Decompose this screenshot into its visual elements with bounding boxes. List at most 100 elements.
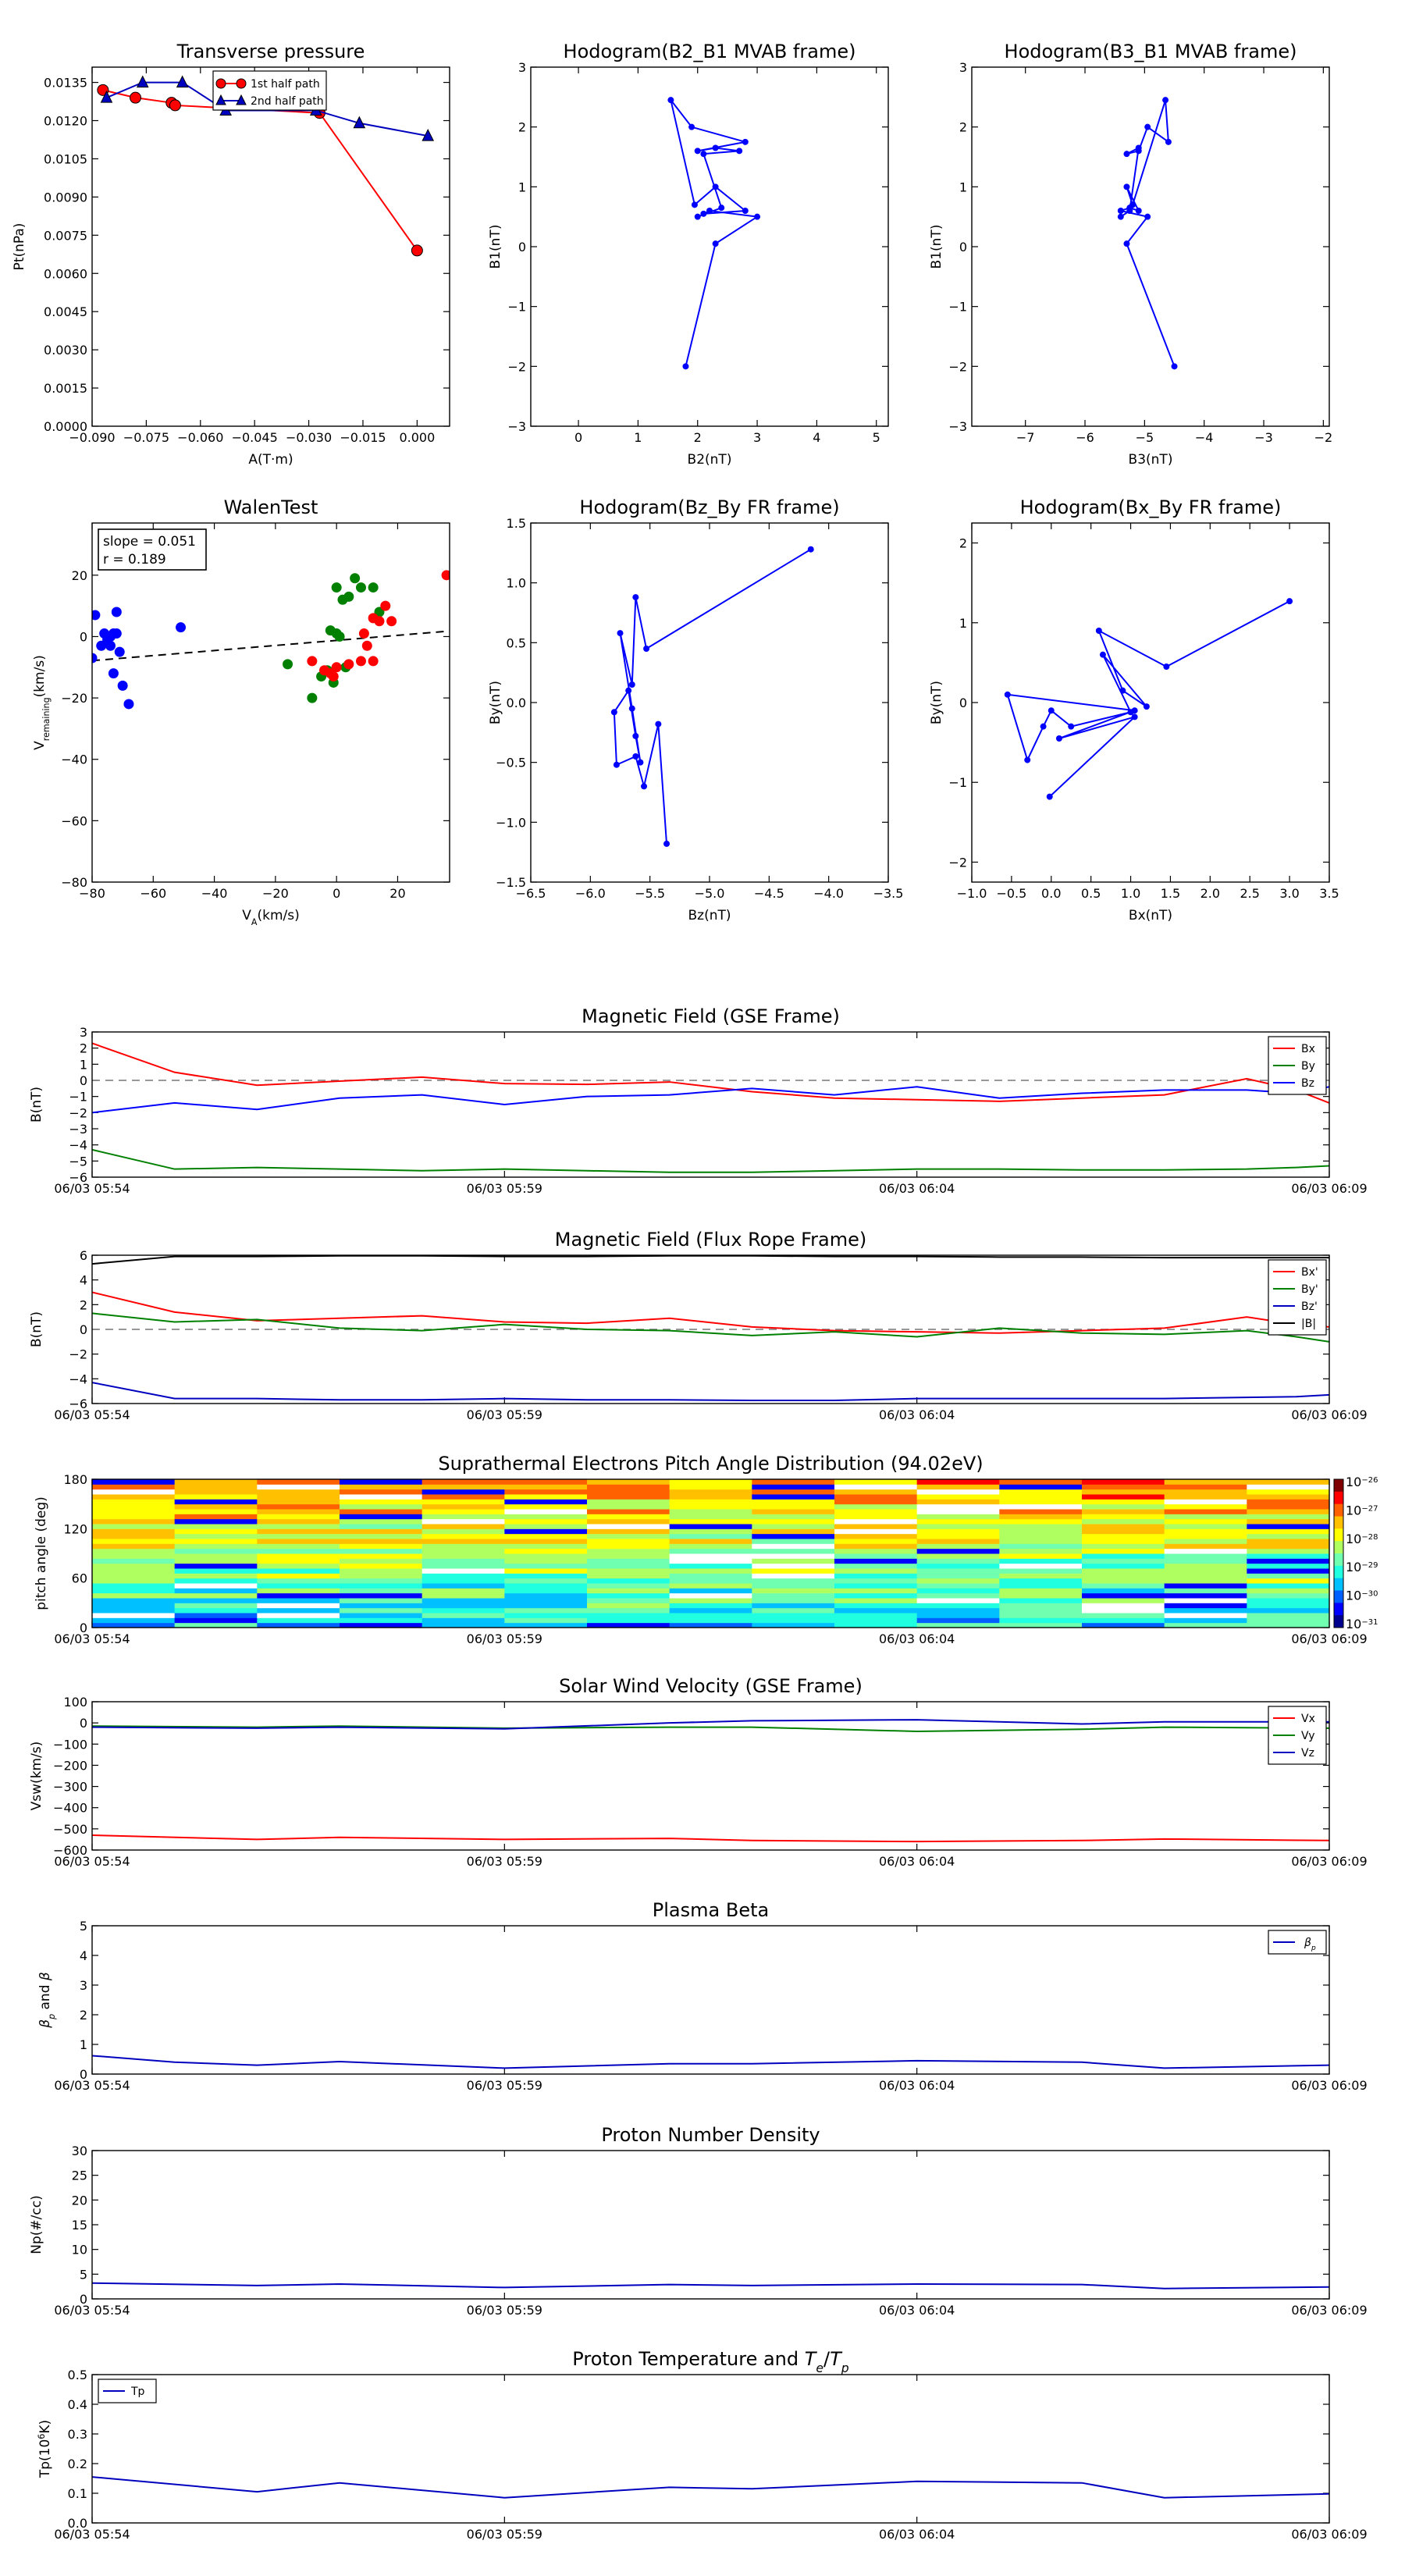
x-tick-label: 1.0 <box>1121 886 1140 901</box>
heatmap-cell <box>916 1548 1000 1554</box>
colorbar-segment <box>1334 1553 1343 1567</box>
colorbar: 10−26 10−27 10−28 10−29 10−30 10−31 <box>1333 1475 1378 1631</box>
y-tick-label: 0.0075 <box>44 228 87 243</box>
annotation-box <box>98 528 207 571</box>
heatmap-cell <box>834 1573 918 1579</box>
heatmap-cell <box>174 1598 258 1603</box>
heatmap-cell <box>1247 1548 1330 1554</box>
heatmap-cell <box>257 1509 340 1514</box>
data-point <box>358 628 369 639</box>
heatmap-cell <box>999 1548 1083 1554</box>
heatmap-cell <box>669 1528 752 1535</box>
x-axis-label: VA(km/s) <box>242 908 299 927</box>
heatmap-cell <box>174 1548 258 1554</box>
heatmap-cell <box>669 1518 752 1525</box>
axes-frame <box>530 66 889 427</box>
heatmap-cell <box>1247 1503 1330 1510</box>
legend-label: Tp <box>130 2386 145 2398</box>
y-tick-label: −1 <box>948 300 967 315</box>
heatmap-cell <box>669 1543 752 1550</box>
data-point <box>361 640 372 651</box>
legend-label: βp <box>1304 1937 1316 1952</box>
heatmap-cell <box>834 1563 918 1569</box>
heatmap-cell <box>587 1583 670 1589</box>
heatmap-cell <box>422 1588 505 1594</box>
data-point <box>1131 713 1138 720</box>
y-tick-label: 0 <box>80 1322 87 1337</box>
heatmap-cell <box>916 1479 1000 1485</box>
colorbar-segment <box>1334 1528 1343 1542</box>
y-tick-label: 1 <box>80 1057 87 1072</box>
legend: Vx Vy Vz <box>1268 1706 1327 1765</box>
colorbar-segment <box>1334 1578 1343 1591</box>
heatmap-cell <box>340 1617 423 1624</box>
x-tick-label: −3 <box>1254 430 1273 445</box>
data-point <box>617 630 624 637</box>
x-tick-label: −0.5 <box>996 886 1026 901</box>
data-point <box>108 668 119 679</box>
colorbar-label: 10−30 <box>1346 1589 1378 1603</box>
heatmap-cell <box>834 1479 918 1485</box>
heatmap-cell <box>1247 1573 1330 1579</box>
data-point <box>742 138 749 145</box>
y-tick-label: 2 <box>959 536 967 551</box>
slope-label: slope = 0.051 <box>103 534 196 550</box>
colorbar-label: 10−28 <box>1346 1532 1378 1546</box>
heatmap-cell <box>669 1622 752 1628</box>
heatmap-cell <box>752 1524 835 1529</box>
panel-tp2: 0.0 0.1 0.2 0.3 0.4 0.5 06/03 05:54 06/03 05:59… <box>37 2348 1368 2542</box>
heatmap-cell <box>1082 1509 1165 1514</box>
heatmap-cell <box>174 1494 258 1500</box>
heatmap-cell <box>999 1573 1083 1579</box>
heatmap-cell <box>834 1539 918 1544</box>
heatmap-cell <box>257 1494 340 1500</box>
axes-frame <box>971 66 1330 427</box>
heatmap-cell <box>669 1514 752 1520</box>
heatmap-cell <box>340 1518 423 1525</box>
x-tick-label: 0.0 <box>1041 886 1061 901</box>
heatmap-cell <box>916 1568 1000 1574</box>
heatmap-cell <box>340 1479 423 1485</box>
x-tick-label: −0.060 <box>177 430 223 445</box>
heatmap-cell <box>752 1622 835 1628</box>
colorbar-label: 10−26 <box>1346 1475 1378 1489</box>
y-tick-label: 1 <box>959 616 967 631</box>
data-point <box>100 91 113 103</box>
series-Vy-line <box>92 1725 1329 1733</box>
heatmap-cell <box>92 1514 176 1520</box>
panel-h2: Hodogram(B3_B1 MVAB frame) −3 −2 −1 0 1 2 3 −7 −6… <box>929 41 1332 468</box>
heatmap-cell <box>422 1489 505 1495</box>
heatmap-cell <box>834 1583 918 1589</box>
data-point <box>1055 735 1062 742</box>
heatmap-cell <box>340 1607 423 1614</box>
heatmap-cell <box>1082 1539 1165 1544</box>
x-tick-label: −0.045 <box>232 430 278 445</box>
y-tick-label: 0 <box>80 1716 87 1731</box>
heatmap-cell <box>587 1553 670 1559</box>
legend-label: By <box>1301 1060 1315 1073</box>
heatmap-cell <box>504 1548 588 1554</box>
y-tick-label: 1 <box>80 2037 87 2052</box>
heatmap-cell <box>1164 1499 1247 1505</box>
x-tick-label: −5 <box>1136 430 1154 445</box>
axes-frame <box>971 522 1330 883</box>
x-tick-label: −20 <box>262 886 289 901</box>
heatmap-cell <box>92 1528 176 1535</box>
data-point <box>718 205 725 212</box>
y-tick-label: 4 <box>80 1948 87 1963</box>
series-By'-line <box>92 1312 1329 1343</box>
plot-area <box>667 97 761 370</box>
series-0-line <box>1006 600 1290 798</box>
heatmap-cell <box>999 1617 1083 1624</box>
heatmap-cell <box>422 1528 505 1535</box>
heatmap-cell <box>834 1622 918 1628</box>
heatmap-cell <box>1164 1548 1247 1554</box>
data-point <box>99 628 110 639</box>
heatmap-cell <box>174 1479 258 1485</box>
heatmap-cell <box>1247 1528 1330 1535</box>
heatmap-cell <box>669 1588 752 1594</box>
heatmap-cell <box>257 1499 340 1505</box>
data-point <box>343 659 354 670</box>
heatmap-cell <box>422 1578 505 1584</box>
heatmap-cell <box>504 1543 588 1550</box>
